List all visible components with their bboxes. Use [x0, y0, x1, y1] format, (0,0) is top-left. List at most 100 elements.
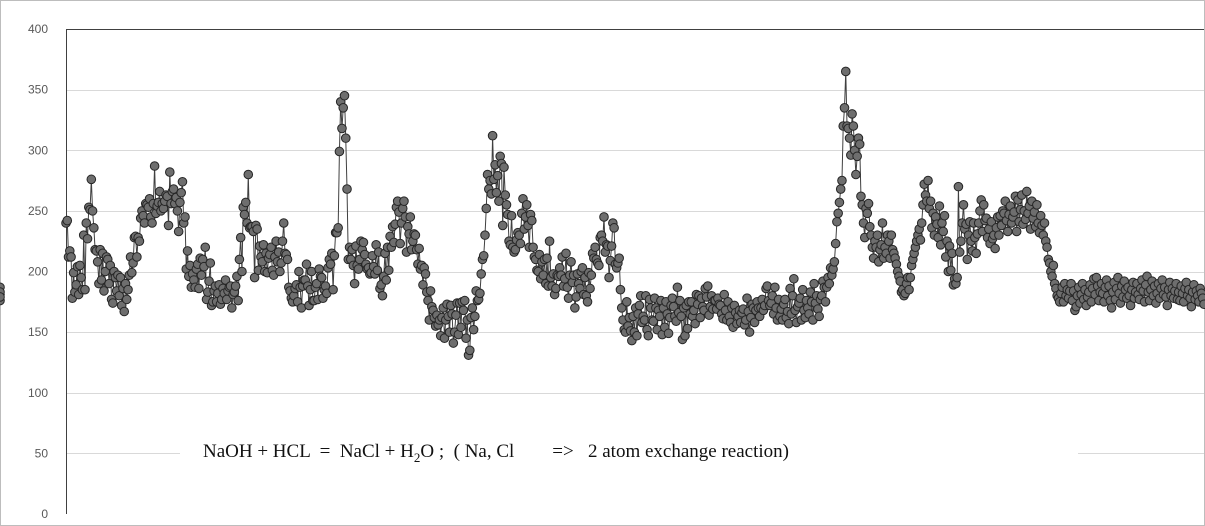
data-point	[886, 230, 897, 240]
data-point	[349, 278, 360, 289]
data-point	[0, 292, 5, 302]
data-point	[835, 184, 846, 194]
data-point	[487, 130, 498, 141]
data-point	[1035, 210, 1046, 221]
data-point	[923, 175, 933, 186]
data-point	[609, 223, 619, 233]
data-point	[506, 210, 517, 221]
data-point	[104, 278, 114, 289]
data-point	[249, 272, 260, 283]
data-point	[86, 174, 97, 185]
y-tick-label-400: 400	[28, 22, 48, 36]
data-point	[461, 333, 471, 343]
data-point	[205, 258, 216, 268]
data-point	[173, 226, 184, 237]
data-point	[282, 254, 293, 265]
data-point	[204, 276, 214, 287]
data-point	[682, 323, 693, 334]
data-point	[134, 236, 145, 246]
data-point	[946, 265, 956, 276]
data-points	[0, 66, 1205, 360]
data-point	[962, 254, 973, 265]
data-point	[329, 250, 340, 261]
data-point	[338, 103, 349, 113]
data-point	[632, 330, 642, 341]
data-point	[604, 272, 614, 283]
data-point	[266, 242, 276, 253]
data-point	[994, 230, 1004, 240]
data-point	[830, 238, 841, 249]
annotation-part-1: NaOH + HCL = NaCl + H	[203, 441, 414, 462]
data-point	[439, 333, 450, 343]
data-point	[458, 305, 469, 316]
data-point	[410, 230, 421, 240]
annotation-part-2: O ; ( Na, Cl => 2 atom exchange reaction…	[420, 441, 789, 462]
data-point	[492, 170, 503, 181]
data-point	[862, 208, 873, 219]
y-tick-label-300: 300	[28, 143, 48, 157]
data-point	[829, 257, 840, 267]
data-point	[340, 133, 351, 143]
data-point	[1032, 200, 1042, 210]
data-point	[230, 281, 241, 291]
data-point	[494, 196, 504, 206]
data-point	[459, 295, 470, 306]
data-point	[676, 311, 687, 322]
data-point	[475, 288, 485, 299]
data-point	[561, 248, 571, 259]
data-point	[325, 259, 336, 270]
data-point	[939, 210, 950, 221]
data-point	[615, 284, 626, 295]
data-point	[702, 281, 713, 291]
data-point	[956, 236, 966, 246]
data-point	[690, 318, 700, 329]
data-point	[480, 230, 490, 240]
data-point	[544, 236, 555, 246]
data-point	[499, 162, 509, 173]
data-point	[844, 133, 855, 143]
data-point	[470, 311, 480, 322]
data-point	[834, 197, 845, 208]
data-point	[420, 269, 431, 279]
data-point	[953, 181, 964, 192]
data-point	[614, 253, 624, 263]
data-point	[114, 290, 124, 301]
data-point	[456, 322, 466, 333]
data-point	[149, 161, 160, 171]
data-point	[824, 278, 835, 289]
data-point	[865, 221, 875, 232]
data-point	[243, 169, 254, 180]
data-point	[121, 294, 132, 305]
data-point	[339, 90, 350, 101]
data-point	[877, 218, 888, 228]
data-point	[1199, 299, 1205, 310]
data-point	[570, 303, 580, 313]
data-point	[316, 272, 327, 283]
data-point	[275, 266, 285, 277]
data-point	[227, 303, 237, 313]
data-point	[163, 220, 174, 231]
data-point	[451, 310, 461, 320]
data-point	[196, 270, 207, 280]
data-point	[478, 250, 489, 261]
data-point	[663, 328, 674, 339]
data-point	[328, 284, 338, 295]
data-point	[616, 303, 627, 313]
data-point	[172, 206, 183, 216]
data-point	[770, 282, 780, 293]
data-point	[115, 272, 126, 283]
data-point	[814, 311, 824, 322]
data-point	[358, 237, 369, 248]
data-point	[695, 312, 705, 323]
y-tick-label-200: 200	[28, 265, 48, 279]
data-point	[66, 252, 76, 262]
data-point	[239, 209, 250, 220]
annotation-subscript: 2	[413, 449, 421, 465]
data-point	[108, 298, 118, 308]
data-point	[820, 297, 831, 307]
data-point	[954, 247, 965, 257]
data-point	[863, 198, 874, 209]
gridlines	[66, 29, 1204, 454]
data-point	[176, 187, 186, 198]
